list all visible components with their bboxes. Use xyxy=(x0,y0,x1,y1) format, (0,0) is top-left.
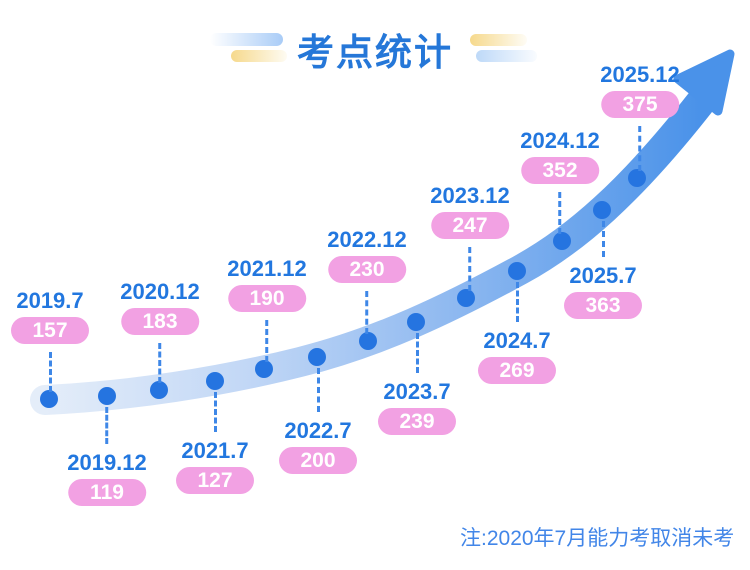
leader-line xyxy=(213,392,217,432)
page-title: 考点统计 xyxy=(297,32,453,73)
data-point-group: 2025.12 375 xyxy=(600,62,680,171)
data-point-value-badge: 127 xyxy=(176,467,254,494)
data-dot xyxy=(407,313,425,331)
data-dot xyxy=(40,390,58,408)
data-point-group: 2021.7 127 xyxy=(176,392,254,494)
leader-line xyxy=(638,126,642,171)
data-point-date: 2021.7 xyxy=(181,438,249,463)
data-point-date: 2025.12 xyxy=(600,62,680,87)
leader-line xyxy=(265,320,269,362)
data-point-group: 2023.12 247 xyxy=(430,183,510,291)
data-point-date: 2020.12 xyxy=(120,279,200,304)
data-point-group: 2019.7 157 xyxy=(11,288,89,392)
leader-line xyxy=(558,192,562,234)
data-dot xyxy=(553,232,571,250)
data-dot xyxy=(593,201,611,219)
data-point-group: 2021.12 190 xyxy=(227,256,307,362)
data-dot xyxy=(457,289,475,307)
data-point-group: 2022.12 230 xyxy=(327,227,407,334)
data-point-value-badge: 247 xyxy=(431,212,509,239)
data-point-value-badge: 239 xyxy=(378,408,456,435)
data-point-date: 2019.7 xyxy=(16,288,84,313)
leader-line xyxy=(515,282,519,322)
data-point-value-badge: 200 xyxy=(279,447,357,474)
data-point-date: 2022.7 xyxy=(284,418,352,443)
data-point-value-badge: 269 xyxy=(478,357,556,384)
data-point-date: 2024.12 xyxy=(520,128,600,153)
data-point-date: 2019.12 xyxy=(67,450,147,475)
leader-line xyxy=(48,352,52,392)
data-point-value-badge: 363 xyxy=(564,292,642,319)
data-point-group: 2024.7 269 xyxy=(478,282,556,384)
data-point-date: 2024.7 xyxy=(483,328,551,353)
data-dot xyxy=(359,332,377,350)
data-point-value-badge: 230 xyxy=(328,256,406,283)
data-point-date: 2023.7 xyxy=(383,379,451,404)
leader-line xyxy=(601,221,605,257)
data-dot xyxy=(206,372,224,390)
data-dot xyxy=(508,262,526,280)
data-point-value-badge: 352 xyxy=(521,157,599,184)
data-point-date: 2025.7 xyxy=(569,263,637,288)
title-decor-bar-left-yellow xyxy=(231,50,287,62)
arrow-head-icon xyxy=(673,49,735,116)
leader-line xyxy=(468,247,472,291)
data-point-group: 2020.12 183 xyxy=(120,279,200,383)
data-dots xyxy=(40,169,646,408)
title-decor-bar-right-blue xyxy=(476,50,537,62)
leader-line xyxy=(415,333,419,373)
data-point-value-badge: 183 xyxy=(121,308,199,335)
data-point-value-badge: 119 xyxy=(68,479,146,506)
data-point-date: 2023.12 xyxy=(430,183,510,208)
title-decor-bar-right-yellow xyxy=(470,34,527,46)
leader-line xyxy=(316,368,320,412)
data-dot xyxy=(628,169,646,187)
data-point-value-badge: 157 xyxy=(11,317,89,344)
data-point-group: 2019.12 119 xyxy=(67,407,147,506)
leader-line xyxy=(365,291,369,334)
data-point-value-badge: 375 xyxy=(601,91,679,118)
title-decor-bar-left-blue xyxy=(210,33,283,46)
data-dot xyxy=(98,387,116,405)
data-dot xyxy=(150,381,168,399)
data-dot xyxy=(255,360,273,378)
leader-line xyxy=(105,407,109,444)
data-point-date: 2021.12 xyxy=(227,256,307,281)
data-point-group: 2022.7 200 xyxy=(279,368,357,474)
data-dot xyxy=(308,348,326,366)
data-point-group: 2024.12 352 xyxy=(520,128,600,234)
data-point-date: 2022.12 xyxy=(327,227,407,252)
data-point-value-badge: 190 xyxy=(228,285,306,312)
data-point-group: 2023.7 239 xyxy=(378,333,456,435)
data-point-group: 2025.7 363 xyxy=(564,221,642,319)
leader-line xyxy=(158,343,162,383)
footnote: 注:2020年7月能力考取消未考 xyxy=(460,527,735,550)
